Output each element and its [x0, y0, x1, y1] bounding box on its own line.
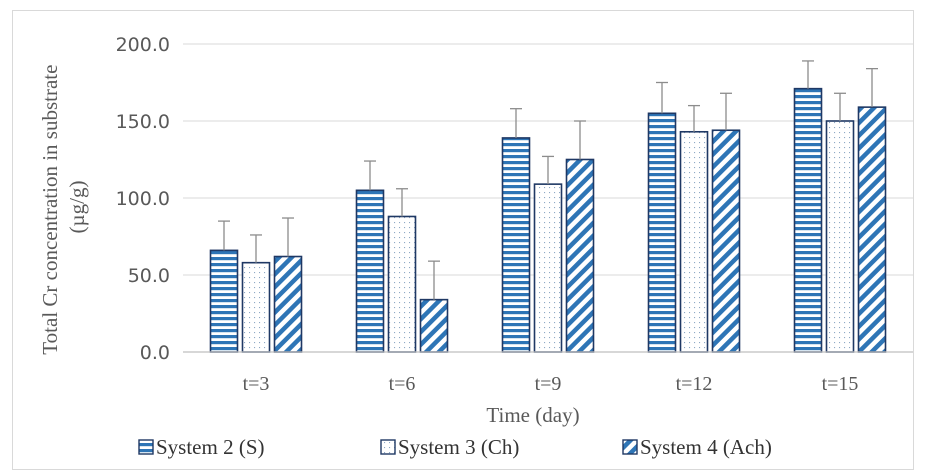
x-tick-label: t=12	[676, 373, 713, 395]
legend-swatch	[138, 439, 154, 455]
bar-chart: 0.0 50.0 100.0 150.0 200.0 t=3 t=6 t=9 t=12 t=15…	[38, 34, 913, 459]
y-axis-title-line-2: (µg/g)	[65, 181, 89, 234]
y-axis-title: Total Cr concentration in substrate (µg/…	[38, 59, 89, 354]
bar	[647, 112, 677, 353]
bar	[679, 130, 709, 353]
bar	[273, 255, 303, 353]
bar	[419, 298, 449, 353]
bar	[565, 158, 595, 353]
y-tick-label: 150.0	[116, 111, 170, 133]
bar	[241, 261, 271, 353]
y-tick-label: 0.0	[140, 342, 170, 364]
y-tick-label: 200.0	[116, 34, 170, 56]
legend-label: System 4 (Ach)	[640, 435, 772, 459]
bar	[825, 120, 855, 353]
bar	[533, 183, 563, 353]
bars	[209, 87, 887, 353]
bar	[857, 106, 887, 353]
legend-label: System 2 (S)	[156, 435, 265, 459]
legend-label: System 3 (Ch)	[398, 435, 519, 459]
legend-swatch	[380, 439, 396, 455]
y-tick-label: 50.0	[128, 265, 170, 287]
bar	[387, 215, 417, 353]
x-axis-ticks: t=3 t=6 t=9 t=12 t=15	[243, 373, 859, 395]
x-tick-label: t=3	[243, 373, 270, 395]
x-tick-label: t=9	[535, 373, 562, 395]
bar	[711, 129, 741, 353]
bar	[355, 189, 385, 353]
chart-frame: 0.0 50.0 100.0 150.0 200.0 t=3 t=6 t=9 t=12 t=15…	[12, 10, 914, 470]
y-axis-ticks: 0.0 50.0 100.0 150.0 200.0	[116, 34, 170, 364]
bar	[209, 249, 239, 353]
legend: System 2 (S) System 3 (Ch) System 4 (Ach)	[138, 435, 772, 459]
y-tick-label: 100.0	[116, 188, 170, 210]
legend-swatch	[622, 439, 638, 455]
bar	[501, 137, 531, 353]
y-axis-title-line-1: Total Cr concentration in substrate	[38, 65, 62, 355]
x-tick-label: t=15	[822, 373, 859, 395]
x-axis-title: Time (day)	[486, 403, 579, 427]
x-tick-label: t=6	[389, 373, 416, 395]
error-bars	[218, 60, 878, 300]
bar	[793, 87, 823, 353]
